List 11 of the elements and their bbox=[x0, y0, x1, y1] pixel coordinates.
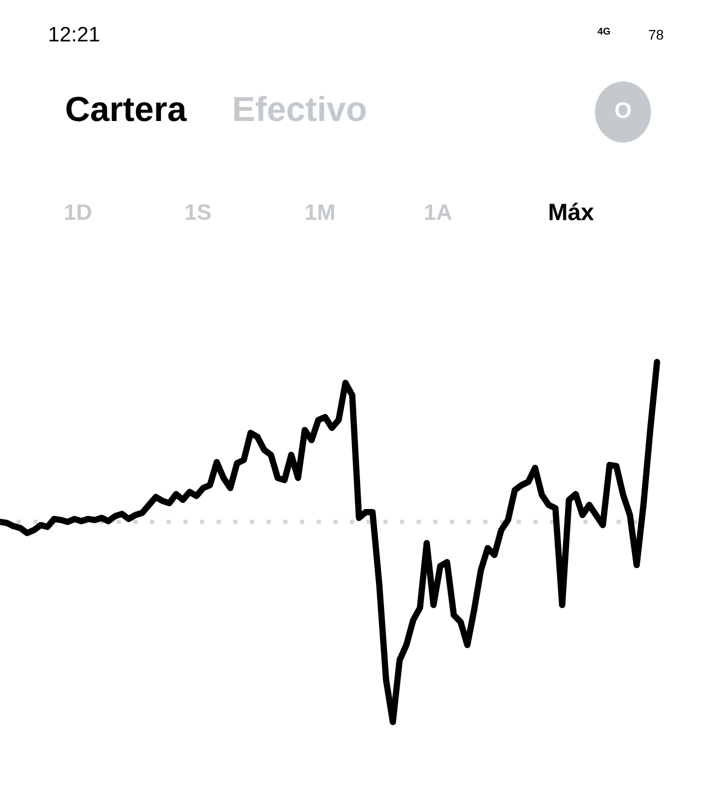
text: 4G bbox=[598, 28, 610, 35]
text: 1M bbox=[306, 204, 334, 220]
text: 12:21 bbox=[50, 26, 100, 42]
chart-title: Cartera bbox=[66, 96, 187, 122]
text: 78 bbox=[648, 30, 664, 40]
text: 1D bbox=[65, 204, 92, 220]
text: Máx bbox=[550, 202, 594, 220]
text: 1A bbox=[425, 204, 452, 220]
text: O bbox=[615, 102, 631, 118]
text: 1S bbox=[186, 204, 211, 220]
chart-subtitle: Efectivo bbox=[234, 96, 366, 122]
